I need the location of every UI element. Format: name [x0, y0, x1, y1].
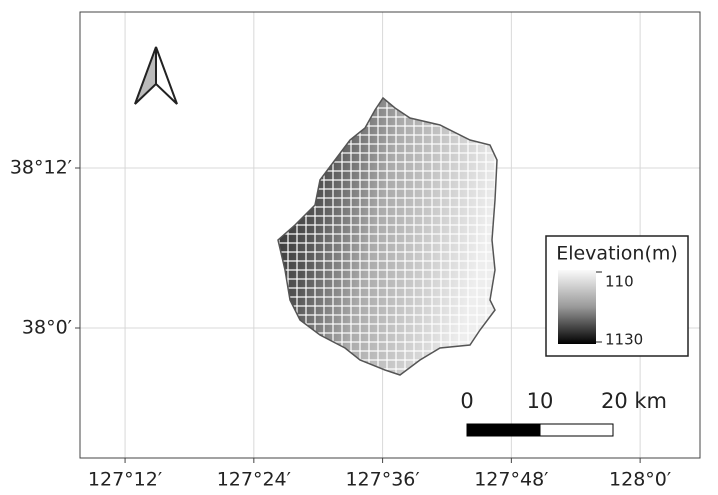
x-tick-label: 127°48′ [474, 469, 548, 491]
legend-max: 1130 [605, 331, 643, 349]
x-tick-label: 127°12′ [88, 469, 162, 491]
y-tick-label: 38°12′ [10, 157, 72, 179]
map-frame [79, 11, 701, 459]
scale-segment [466, 423, 541, 437]
scale-segment [539, 423, 614, 437]
legend-title: Elevation(m) [556, 243, 678, 265]
north-arrow [134, 46, 178, 105]
scale-label: 0 [460, 389, 473, 413]
basin-outline [277, 96, 498, 376]
scale-label: 20 km [601, 389, 667, 413]
legend-min: 110 [605, 273, 634, 291]
y-tick-label: 38°0′ [22, 317, 72, 339]
scale-label: 10 [527, 389, 554, 413]
axis-labels: 127°12′ 127°24′ 127°36′ 127°48′ 128°0′ 38°0′ 3… [10, 157, 671, 491]
x-tick-label: 128°0′ [609, 469, 671, 491]
x-tick-label: 127°36′ [345, 469, 419, 491]
legend: Elevation(m) 110 1130 [545, 235, 689, 357]
x-tick-label: 127°24′ [217, 469, 291, 491]
scale-bar: 0 10 20 km [460, 389, 667, 437]
